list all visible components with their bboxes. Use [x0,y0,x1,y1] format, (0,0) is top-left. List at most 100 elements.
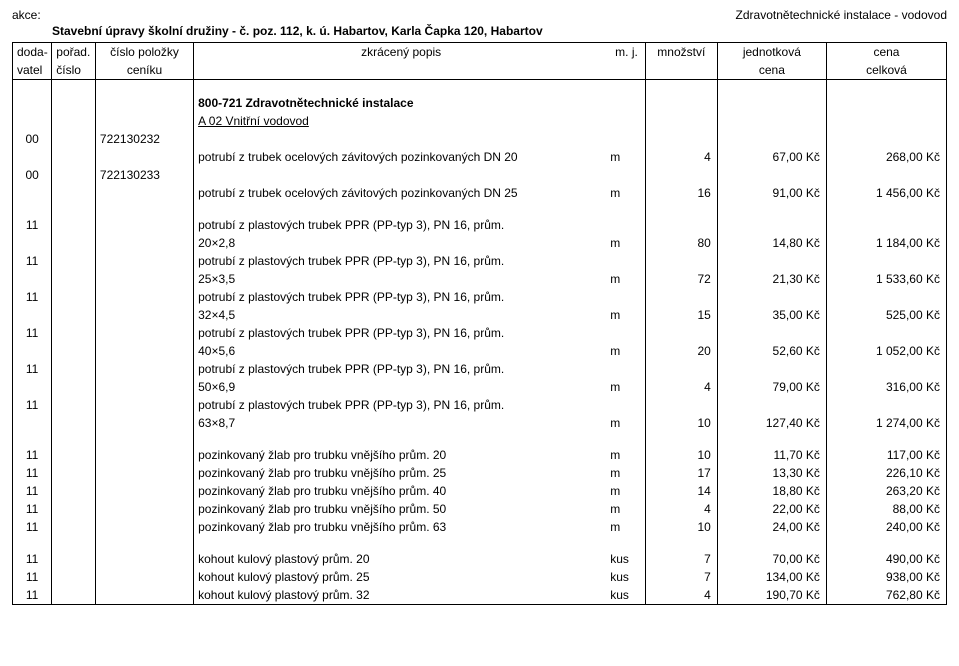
cell-price: 134,00 Kč [717,568,826,586]
cell-total: 1 456,00 Kč [826,184,946,202]
cell-price: 190,70 Kč [717,586,826,605]
cell-qty: 17 [645,464,717,482]
cell-desc: kohout kulový plastový prům. 20 [194,550,609,568]
table-row: potrubí z trubek ocelových závitových po… [13,184,947,202]
col-vatel: vatel [13,61,52,80]
cell-desc: potrubí z plastových trubek PPR (PP-typ … [194,216,609,234]
cell-qty: 20 [645,342,717,360]
cell-desc: 25×3,5 [194,270,609,288]
table-row: 11pozinkovaný žlab pro trubku vnějšího p… [13,446,947,464]
col-ceniku: ceníku [95,61,193,80]
cell-code: 722130233 [95,166,193,184]
cell-total: 1 274,00 Kč [826,414,946,432]
header-top-row: akce: Zdravotnětechnické instalace - vod… [12,8,947,22]
spacer [13,432,947,446]
table-row: 11kohout kulový plastový prům. 25kus7134… [13,568,947,586]
table-header-row-1: doda- pořad. číslo položky zkrácený popi… [13,43,947,62]
cell-price: 67,00 Kč [717,148,826,166]
col-popis: zkrácený popis [194,43,609,62]
col-mnozstvi: množství [645,43,717,62]
cell-price: 79,00 Kč [717,378,826,396]
cell-qty: 16 [645,184,717,202]
spacer [13,536,947,550]
cell-desc: 50×6,9 [194,378,609,396]
cell-vatel: 11 [13,568,52,586]
cell-qty: 7 [645,568,717,586]
cell-vatel: 11 [13,288,52,306]
table-header-row-2: vatel číslo ceníku cena celková [13,61,947,80]
cell-price: 52,60 Kč [717,342,826,360]
table-row: 25×3,5m7221,30 Kč1 533,60 Kč [13,270,947,288]
section-sub-row: A 02 Vnitřní vodovod [13,112,947,130]
cell-price: 21,30 Kč [717,270,826,288]
cell-desc: pozinkovaný žlab pro trubku vnějšího prů… [194,518,609,536]
cell-qty: 4 [645,500,717,518]
cell-vatel: 11 [13,518,52,536]
cell-desc: potrubí z plastových trubek PPR (PP-typ … [194,252,609,270]
col-cislo-polozky: číslo položky [95,43,193,62]
cell-total: 1 533,60 Kč [826,270,946,288]
section-title-row: 800-721 Zdravotnětechnické instalace [13,94,947,112]
cell-unit: m [608,446,645,464]
table-row: 11potrubí z plastových trubek PPR (PP-ty… [13,324,947,342]
cell-qty: 4 [645,586,717,605]
cell-total: 525,00 Kč [826,306,946,324]
cell-desc: pozinkovaný žlab pro trubku vnějšího prů… [194,446,609,464]
right-title: Zdravotnětechnické instalace - vodovod [736,8,947,22]
items-table: doda- pořad. číslo položky zkrácený popi… [12,42,947,605]
cell-total: 226,10 Kč [826,464,946,482]
cell-desc: pozinkovaný žlab pro trubku vnějšího prů… [194,482,609,500]
col-doda: doda- [13,43,52,62]
cell-desc: 63×8,7 [194,414,609,432]
cell-vatel: 11 [13,500,52,518]
cell-price: 91,00 Kč [717,184,826,202]
cell-desc: potrubí z plastových trubek PPR (PP-typ … [194,360,609,378]
cell-unit: kus [608,550,645,568]
cell-total: 88,00 Kč [826,500,946,518]
table-row: potrubí z trubek ocelových závitových po… [13,148,947,166]
cell-desc: potrubí z plastových trubek PPR (PP-typ … [194,324,609,342]
cell-unit: m [608,234,645,252]
table-row: 50×6,9m479,00 Kč316,00 Kč [13,378,947,396]
col-cislo: číslo [52,61,96,80]
cell-unit: m [608,500,645,518]
cell-price: 11,70 Kč [717,446,826,464]
cell-total: 938,00 Kč [826,568,946,586]
cell-code: 722130232 [95,130,193,148]
section-title: 800-721 Zdravotnětechnické instalace [194,94,609,112]
table-row: 20×2,8m8014,80 Kč1 184,00 Kč [13,234,947,252]
cell-vatel: 11 [13,396,52,414]
col-jednotkova: jednotková [717,43,826,62]
cell-price: 24,00 Kč [717,518,826,536]
section-sub: A 02 Vnitřní vodovod [194,112,609,130]
table-row: 00 722130232 [13,130,947,148]
cell-qty: 10 [645,518,717,536]
cell-total: 490,00 Kč [826,550,946,568]
table-row: 11pozinkovaný žlab pro trubku vnějšího p… [13,482,947,500]
spacer [13,80,947,94]
table-row: 11potrubí z plastových trubek PPR (PP-ty… [13,252,947,270]
table-row: 40×5,6m2052,60 Kč1 052,00 Kč [13,342,947,360]
col-cena: cena [826,43,946,62]
cell-unit: m [608,184,645,202]
cell-desc: kohout kulový plastový prům. 25 [194,568,609,586]
table-row: 11kohout kulový plastový prům. 20kus770,… [13,550,947,568]
cell-unit: m [608,414,645,432]
cell-vatel: 11 [13,360,52,378]
cell-price: 35,00 Kč [717,306,826,324]
table-row: 11 potrubí z plastových trubek PPR (PP-ty… [13,288,947,306]
cell-vatel: 11 [13,586,52,605]
cell-qty: 15 [645,306,717,324]
table-row: 11pozinkovaný žlab pro trubku vnějšího p… [13,500,947,518]
cell-qty: 72 [645,270,717,288]
cell-desc: 40×5,6 [194,342,609,360]
cell-vatel: 11 [13,550,52,568]
cell-unit: m [608,342,645,360]
cell-qty: 4 [645,148,717,166]
cell-desc: potrubí z plastových trubek PPR (PP-typ … [194,288,609,306]
cell-total: 316,00 Kč [826,378,946,396]
cell-unit: m [608,148,645,166]
cell-unit: m [608,306,645,324]
cell-qty: 10 [645,414,717,432]
cell-total: 1 052,00 Kč [826,342,946,360]
